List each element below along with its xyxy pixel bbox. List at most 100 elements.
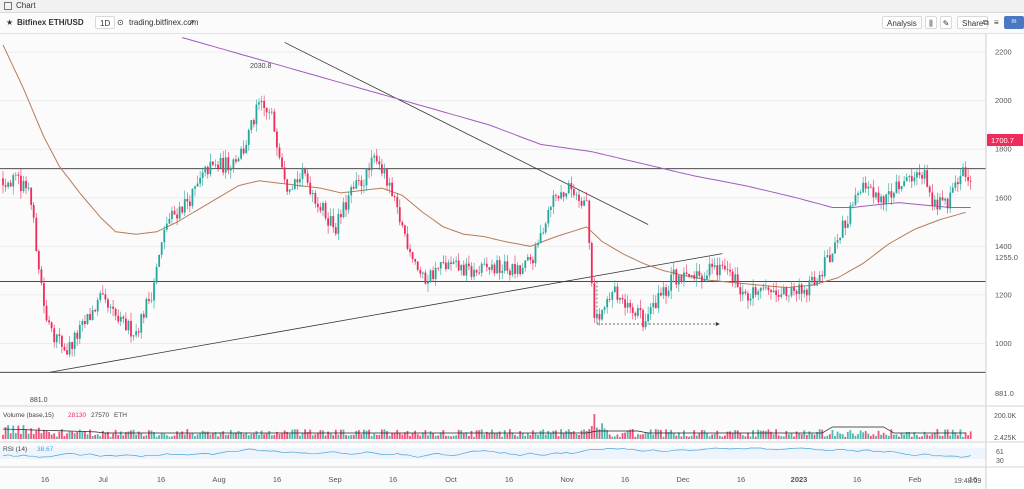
candle-body: [342, 202, 345, 218]
candle-body: [636, 308, 639, 316]
candle-body: [104, 294, 107, 300]
candle-body: [375, 155, 378, 162]
candle-body: [337, 213, 340, 234]
volume-bar: [43, 429, 45, 439]
volume-bar: [281, 433, 283, 439]
candle-body: [677, 275, 680, 285]
price-tick-label: 1400: [995, 242, 1012, 251]
candle-body: [670, 274, 673, 291]
candle-body: [288, 189, 291, 192]
candle-body: [780, 294, 783, 297]
candle-body: [278, 147, 281, 158]
candle-body: [647, 314, 650, 322]
volume-bar: [708, 436, 711, 439]
popout-icon[interactable]: ⧉: [983, 18, 989, 27]
candle-body: [805, 289, 808, 296]
volume-bar: [475, 430, 478, 439]
candle-body: [596, 313, 598, 318]
candle-body: [270, 111, 273, 113]
volume-bar: [78, 429, 81, 439]
volume-bar: [483, 434, 486, 439]
volume-bar: [76, 431, 79, 439]
candle-body: [316, 203, 319, 208]
external-link-icon[interactable]: ↗: [188, 18, 195, 27]
volume-bar: [84, 431, 86, 439]
volume-bar: [567, 429, 570, 439]
extra-pill[interactable]: m: [1004, 16, 1024, 29]
analysis-button[interactable]: Analysis: [882, 16, 922, 29]
price-axis[interactable]: 2200 2000 1800 1600 1400 1200 1000: [995, 48, 1012, 348]
candle-body: [386, 168, 388, 186]
pencil-icon[interactable]: ✎: [940, 16, 952, 29]
volume-bar: [319, 430, 322, 439]
candle-body: [470, 266, 473, 277]
candle-body: [347, 195, 350, 210]
candle-body: [859, 192, 862, 194]
price-tick-label: 1800: [995, 145, 1012, 154]
time-axis[interactable]: 16 Jul 16 Aug 16 Sep 16 Oct 16 Nov 16 Dec 16 2023 16 Fe…: [41, 475, 977, 484]
candle-body: [252, 120, 255, 125]
candle-body: [311, 192, 314, 195]
volume-bar: [391, 433, 394, 439]
candle-body: [772, 290, 775, 293]
volume-bar: [747, 432, 749, 439]
volume-bar: [165, 435, 168, 439]
volume-bar: [498, 431, 501, 439]
share-button[interactable]: Share: [957, 16, 989, 29]
symbol-name[interactable]: Bitfinex ETH/USD: [17, 18, 84, 27]
candle-body: [173, 210, 176, 215]
volume-bar: [941, 435, 944, 439]
candle-body: [621, 297, 624, 300]
candle-body: [409, 248, 411, 253]
interval-select[interactable]: 1D: [95, 16, 116, 29]
volume-bar: [235, 432, 237, 439]
volume-bar: [470, 430, 473, 439]
star-icon[interactable]: ★: [6, 18, 14, 27]
menu-icon[interactable]: ≡: [994, 18, 999, 27]
volume-bar: [491, 429, 493, 439]
candle-body: [119, 316, 122, 322]
volume-bar: [252, 433, 255, 439]
volume-bar: [811, 433, 813, 439]
candle-body: [227, 157, 230, 171]
volume-bar: [798, 433, 801, 439]
candle-body: [846, 223, 849, 228]
volume-bar: [439, 432, 442, 439]
candle-body: [9, 182, 12, 187]
candle-body: [900, 185, 903, 190]
candle-body: [89, 314, 91, 320]
candle-body: [713, 265, 716, 267]
source-link[interactable]: trading.bitfinex.com: [129, 18, 199, 27]
volume-bar: [516, 436, 519, 439]
candle-body: [923, 170, 926, 179]
volume-bar: [101, 430, 104, 439]
projection-arrowhead: [715, 322, 720, 327]
volume-bar: [560, 429, 562, 439]
volume-bar: [22, 425, 25, 439]
volume-bar: [752, 430, 754, 439]
candle-body: [281, 157, 283, 168]
candle-body: [959, 175, 962, 185]
candle-body: [194, 186, 196, 189]
volume-bar: [754, 436, 757, 439]
volume-bar: [347, 435, 350, 439]
candle-body: [672, 269, 675, 275]
volume-bar: [14, 433, 17, 439]
candle-body: [854, 195, 857, 205]
volume-bar: [278, 434, 281, 439]
volume-bar: [777, 435, 780, 439]
candle-body: [286, 179, 289, 192]
candle-body: [910, 176, 913, 182]
candle-body: [165, 223, 168, 230]
candle-body: [360, 180, 363, 187]
volume-bar: [744, 436, 747, 439]
time-tick-label: Aug: [212, 475, 225, 484]
candle-body: [660, 293, 662, 296]
time-tick-label: Oct: [445, 475, 458, 484]
indicator-icon[interactable]: ⫼: [925, 16, 937, 29]
volume-bar: [406, 430, 409, 439]
candle-body: [823, 257, 826, 277]
volume-bar: [964, 432, 967, 439]
candle-body: [731, 271, 734, 281]
